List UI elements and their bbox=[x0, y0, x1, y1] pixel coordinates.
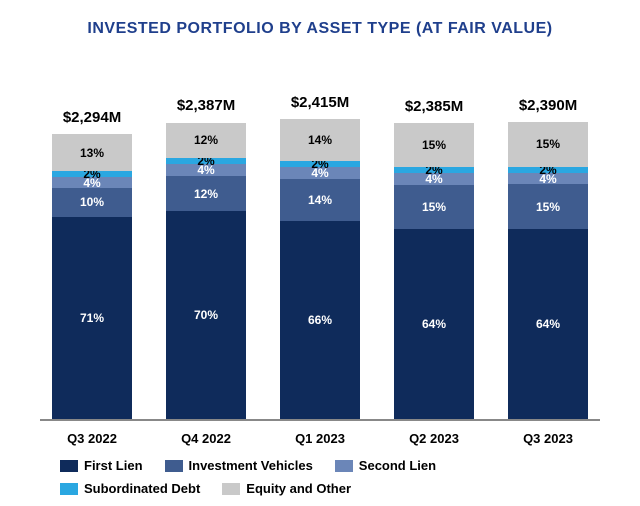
bar-stack: 64%15%4%2%15% bbox=[394, 123, 474, 419]
bar-group: $2,294M71%10%4%2%13% bbox=[42, 109, 142, 419]
bar-group: $2,390M64%15%4%2%15% bbox=[498, 97, 598, 419]
legend-swatch bbox=[165, 460, 183, 472]
segment-label: 15% bbox=[422, 200, 446, 214]
bar-stack: 64%15%4%2%15% bbox=[508, 122, 588, 419]
segment-label: 64% bbox=[536, 317, 560, 331]
legend-label: First Lien bbox=[84, 458, 143, 473]
bar-segment: 71% bbox=[52, 217, 132, 419]
legend-swatch bbox=[60, 483, 78, 495]
legend-swatch bbox=[60, 460, 78, 472]
segment-label: 15% bbox=[422, 138, 446, 152]
legend-swatch bbox=[222, 483, 240, 495]
bar-group: $2,415M66%14%4%2%14% bbox=[270, 94, 370, 419]
segment-label: 14% bbox=[308, 193, 332, 207]
bar-segment: 2% bbox=[280, 161, 360, 167]
legend-swatch bbox=[335, 460, 353, 472]
bar-segment: 14% bbox=[280, 179, 360, 221]
legend-item: Investment Vehicles bbox=[165, 458, 313, 473]
bar-segment: 15% bbox=[394, 123, 474, 167]
bar-segment: 14% bbox=[280, 119, 360, 161]
bar-stack: 70%12%4%2%12% bbox=[166, 122, 246, 419]
chart-container: INVESTED PORTFOLIO BY ASSET TYPE (AT FAI… bbox=[0, 0, 640, 506]
category-label: Q1 2023 bbox=[270, 431, 370, 446]
bar-segment: 2% bbox=[166, 158, 246, 164]
segment-label: 12% bbox=[194, 187, 218, 201]
category-axis: Q3 2022 Q4 2022 Q1 2023 Q2 2023 Q3 2023 bbox=[30, 421, 610, 446]
bar-group: $2,385M64%15%4%2%15% bbox=[384, 98, 484, 419]
legend-item: Equity and Other bbox=[222, 481, 351, 496]
bar-total-label: $2,294M bbox=[63, 109, 121, 126]
segment-label: 12% bbox=[194, 133, 218, 147]
legend-item: Second Lien bbox=[335, 458, 436, 473]
bar-stack: 66%14%4%2%14% bbox=[280, 119, 360, 419]
segment-label: 13% bbox=[80, 146, 104, 160]
segment-label: 64% bbox=[422, 317, 446, 331]
legend-label: Equity and Other bbox=[246, 481, 351, 496]
bar-segment: 15% bbox=[508, 184, 588, 229]
category-label: Q3 2023 bbox=[498, 431, 598, 446]
bar-segment: 64% bbox=[508, 229, 588, 419]
category-label: Q4 2022 bbox=[156, 431, 256, 446]
legend-label: Investment Vehicles bbox=[189, 458, 313, 473]
bar-segment: 2% bbox=[508, 167, 588, 173]
bar-total-label: $2,385M bbox=[405, 98, 463, 115]
bar-segment: 15% bbox=[508, 122, 588, 167]
segment-label: 70% bbox=[194, 308, 218, 322]
bar-segment: 2% bbox=[52, 171, 132, 177]
bar-segment: 64% bbox=[394, 229, 474, 419]
bar-segment: 66% bbox=[280, 221, 360, 419]
bar-group: $2,387M70%12%4%2%12% bbox=[156, 97, 256, 419]
segment-label: 71% bbox=[80, 311, 104, 325]
segment-label: 66% bbox=[308, 313, 332, 327]
segment-label: 14% bbox=[308, 133, 332, 147]
bar-segment: 70% bbox=[166, 211, 246, 419]
bar-segment: 15% bbox=[394, 185, 474, 229]
chart-legend: First Lien Investment Vehicles Second Lien… bbox=[30, 446, 610, 496]
bar-segment: 10% bbox=[52, 188, 132, 216]
bar-segment: 13% bbox=[52, 134, 132, 171]
bar-segment: 12% bbox=[166, 123, 246, 159]
bar-stack: 71%10%4%2%13% bbox=[52, 134, 132, 419]
segment-label: 10% bbox=[80, 195, 104, 209]
category-label: Q3 2022 bbox=[42, 431, 142, 446]
bar-segment: 12% bbox=[166, 176, 246, 212]
segment-label: 15% bbox=[536, 137, 560, 151]
chart-title: INVESTED PORTFOLIO BY ASSET TYPE (AT FAI… bbox=[30, 20, 610, 38]
bar-total-label: $2,387M bbox=[177, 97, 235, 114]
bar-segment: 2% bbox=[394, 167, 474, 173]
chart-plot-area: $2,294M71%10%4%2%13%$2,387M70%12%4%2%12%… bbox=[30, 63, 610, 419]
legend-label: Subordinated Debt bbox=[84, 481, 200, 496]
segment-label: 15% bbox=[536, 200, 560, 214]
legend-label: Second Lien bbox=[359, 458, 436, 473]
legend-item: Subordinated Debt bbox=[60, 481, 200, 496]
bar-total-label: $2,390M bbox=[519, 97, 577, 114]
category-label: Q2 2023 bbox=[384, 431, 484, 446]
bar-total-label: $2,415M bbox=[291, 94, 349, 111]
legend-item: First Lien bbox=[60, 458, 143, 473]
